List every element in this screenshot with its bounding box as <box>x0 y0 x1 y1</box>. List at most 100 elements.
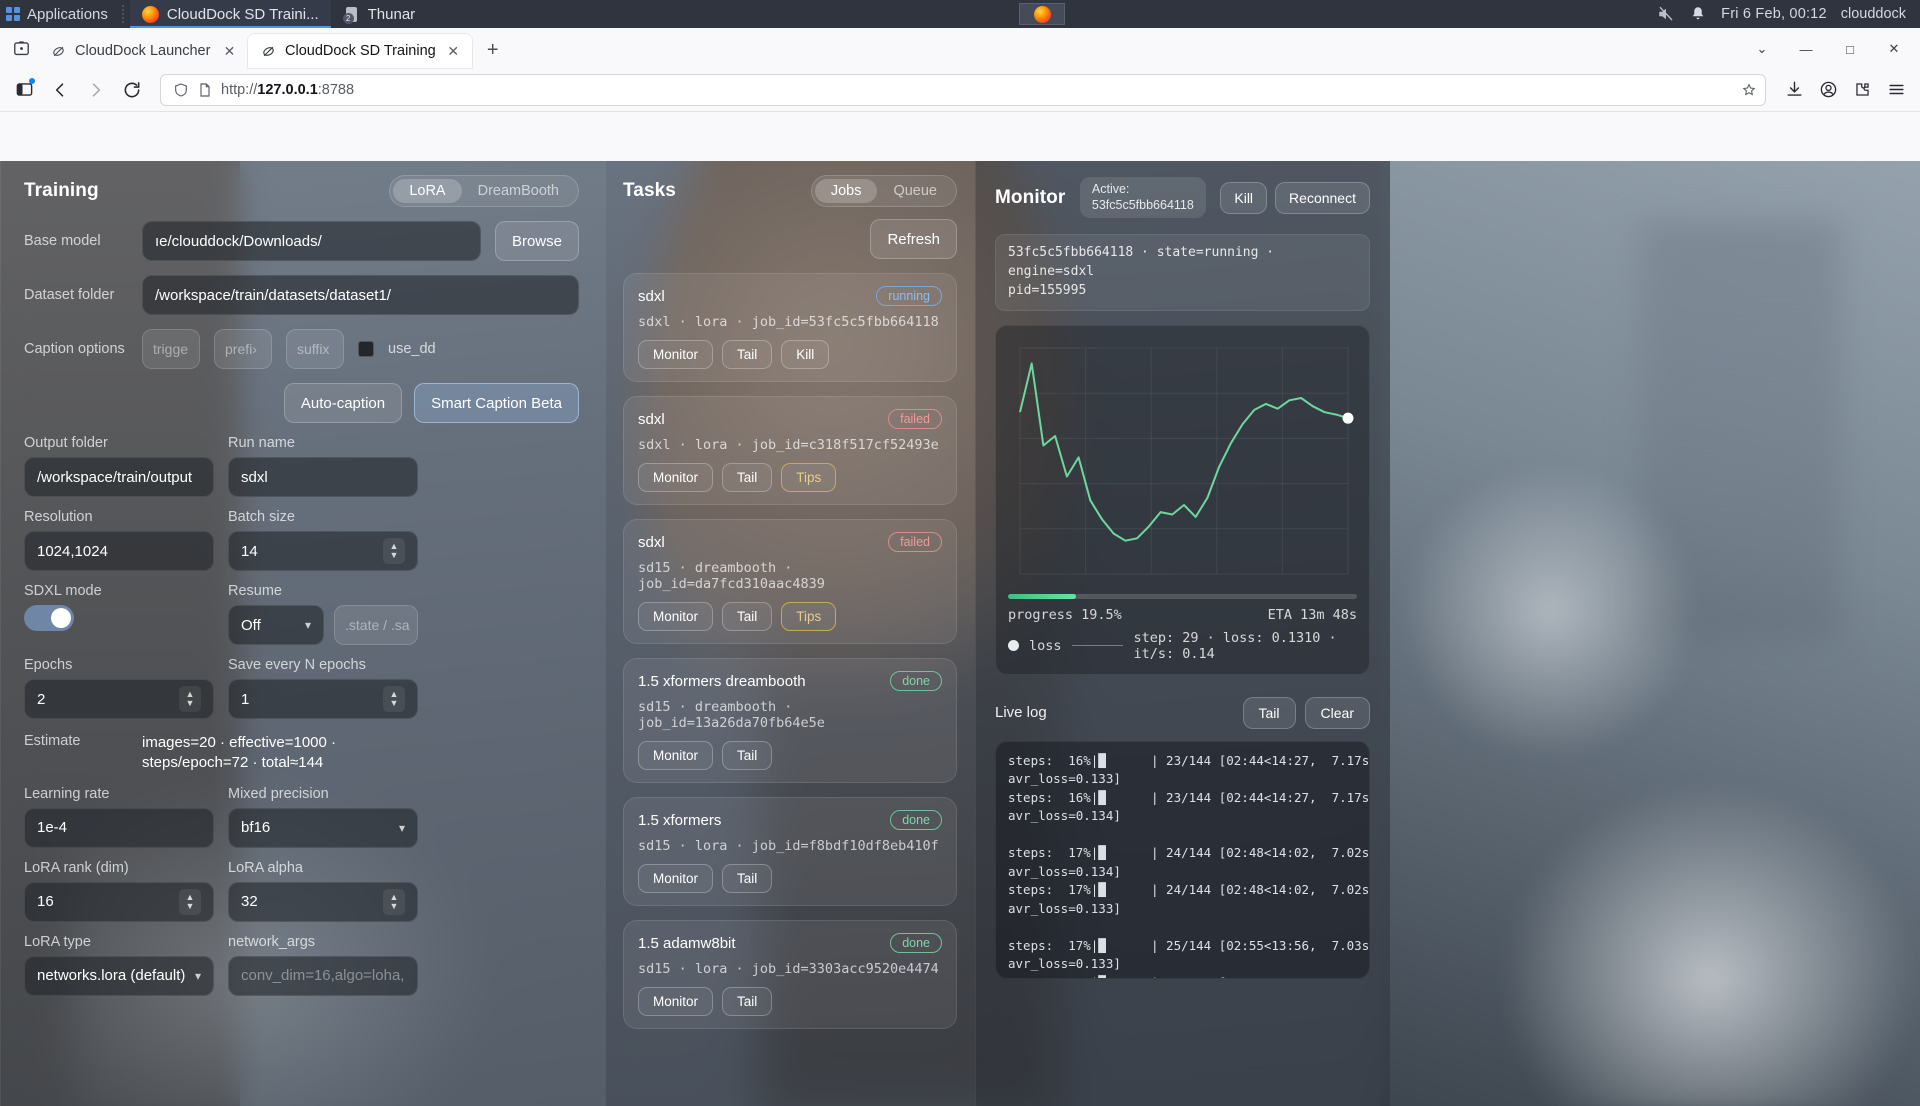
task-monitor-button[interactable]: Monitor <box>638 741 714 770</box>
kill-job-button[interactable]: Kill <box>1220 181 1268 214</box>
lr-precision-grid: Learning rate 1e-4 Mixed precision bf16 … <box>24 786 579 848</box>
batch-size-stepper[interactable]: ▲ ▼ <box>383 538 405 564</box>
browse-button[interactable]: Browse <box>494 221 579 261</box>
tab-close-icon[interactable]: ✕ <box>223 42 236 59</box>
taskbar-item-thunar[interactable]: 2 Thunar <box>331 0 428 28</box>
maximize-button[interactable]: □ <box>1846 41 1854 57</box>
volume-muted-icon[interactable] <box>1657 5 1675 23</box>
downloads-button[interactable] <box>1778 74 1810 106</box>
clouddock-favicon <box>263 46 274 56</box>
clouddock-favicon <box>53 46 64 56</box>
username-label[interactable]: clouddock <box>1840 6 1907 22</box>
task-tail-button[interactable]: Tail <box>722 602 773 631</box>
task-card[interactable]: sdxl failed sdxl · lora · job_id=c318f517c… <box>623 396 957 505</box>
lora-rank-stepper[interactable]: ▲ ▼ <box>179 888 201 915</box>
output-folder-input[interactable]: /workspace/train/output <box>24 457 214 497</box>
lora-alpha-input[interactable]: 32 ▲ ▼ <box>228 881 418 922</box>
notification-bell-icon[interactable] <box>1689 5 1707 23</box>
resume-select[interactable]: Off ▾ <box>228 605 324 645</box>
tab-close-icon[interactable]: ✕ <box>447 42 460 59</box>
clock[interactable]: Fri 6 Feb, 00:12 <box>1721 6 1827 22</box>
task-tips-button[interactable]: Tips <box>781 602 837 631</box>
base-model-input[interactable]: ıe/clouddock/Downloads/ <box>142 221 481 261</box>
tab-jobs[interactable]: Jobs <box>814 179 878 203</box>
sdxl-mode-toggle[interactable] <box>24 605 74 631</box>
applications-menu-button[interactable]: Applications <box>0 6 116 23</box>
learning-rate-input[interactable]: 1e-4 <box>24 807 214 848</box>
task-card[interactable]: sdxl running sdxl · lora · job_id=53fc5c5f… <box>623 273 957 382</box>
run-name-label: Run name <box>228 435 295 451</box>
account-button[interactable] <box>1812 74 1844 106</box>
tasks-view-tabs[interactable]: Jobs Queue <box>810 175 957 207</box>
lora-type-select[interactable]: networks.lora (default) ▾ <box>24 955 214 996</box>
address-bar[interactable]: http://127.0.0.1:8788 <box>160 73 1766 106</box>
smart-caption-beta-button[interactable]: Smart Caption Beta <box>414 383 579 423</box>
loss-chart[interactable] <box>1008 336 1357 584</box>
auto-caption-button[interactable]: Auto-caption <box>283 383 403 423</box>
app-menu-button[interactable] <box>1880 74 1912 106</box>
task-tail-button[interactable]: Tail <box>722 340 773 369</box>
batch-size-input[interactable]: 14 ▲ ▼ <box>228 531 418 571</box>
taskbar-item-firefox[interactable]: CloudDock SD Traini... <box>129 0 331 28</box>
close-window-button[interactable]: ✕ <box>1888 41 1900 56</box>
task-kill-button[interactable]: Kill <box>781 340 830 369</box>
task-monitor-button[interactable]: Monitor <box>638 340 714 369</box>
use-dd-checkbox[interactable] <box>358 341 374 357</box>
new-tab-button[interactable]: + <box>486 38 499 61</box>
reload-button[interactable] <box>116 74 148 106</box>
dataset-folder-input[interactable]: /workspace/train/datasets/dataset1/ <box>142 275 579 315</box>
lora-alpha-stepper[interactable]: ▲ ▼ <box>383 888 405 915</box>
task-tail-button[interactable]: Tail <box>722 741 773 770</box>
task-card[interactable]: 1.5 adamw8bit done sd15 · lora · job_id=33… <box>623 920 957 1029</box>
list-all-tabs-button[interactable]: ⌄ <box>1756 41 1768 56</box>
firefox-view-button[interactable] <box>4 31 38 65</box>
lora-rank-input[interactable]: 16 ▲ ▼ <box>24 881 214 922</box>
loss-stats-text: step: 29 · loss: 0.1310 · it/s: 0.14 <box>1133 629 1337 662</box>
task-card[interactable]: 1.5 xformers done sd15 · lora · job_id=f8b… <box>623 797 957 906</box>
epochs-stepper[interactable]: ▲ ▼ <box>179 686 201 712</box>
save-every-n-epochs-input[interactable]: 1 ▲ ▼ <box>228 679 418 719</box>
resolution-input[interactable]: 1024,1024 <box>24 531 214 571</box>
caption-suffix-input[interactable]: suffix <box>286 329 344 369</box>
task-monitor-button[interactable]: Monitor <box>638 463 714 492</box>
task-monitor-button[interactable]: Monitor <box>638 987 714 1016</box>
log-tail-button[interactable]: Tail <box>1242 696 1296 729</box>
task-monitor-button[interactable]: Monitor <box>638 602 714 631</box>
tab-lora[interactable]: LoRA <box>393 179 462 203</box>
resume-state-file-input[interactable]: .state / .sa <box>334 605 418 645</box>
epochs-input[interactable]: 2 ▲ ▼ <box>24 679 214 719</box>
task-meta: sd15 · lora · job_id=3303acc9520e4474 <box>638 961 939 977</box>
tab-dreambooth[interactable]: DreamBooth <box>477 183 559 199</box>
back-button[interactable] <box>44 74 76 106</box>
caption-prefix-input[interactable]: prefi› <box>214 329 272 369</box>
tab-queue[interactable]: Queue <box>893 183 937 199</box>
save-every-stepper[interactable]: ▲ ▼ <box>383 686 405 712</box>
sidebar-toggle-button[interactable] <box>8 74 40 106</box>
trigger-word-input[interactable]: trigge <box>142 329 200 369</box>
task-tail-button[interactable]: Tail <box>722 864 773 893</box>
window-preview-thumbnail[interactable] <box>1019 3 1066 25</box>
task-monitor-button[interactable]: Monitor <box>638 864 714 893</box>
tab-clouddock-launcher[interactable]: CloudDock Launcher ✕ <box>38 34 248 68</box>
run-name-input[interactable]: sdxl <box>228 457 418 497</box>
refresh-tasks-button[interactable]: Refresh <box>870 219 957 259</box>
bookmark-star-icon[interactable] <box>1741 82 1757 98</box>
task-tail-button[interactable]: Tail <box>722 987 773 1016</box>
log-clear-button[interactable]: Clear <box>1304 696 1370 729</box>
window-controls: ⌄ — □ ✕ <box>1742 34 1914 68</box>
task-tips-button[interactable]: Tips <box>781 463 837 492</box>
task-tail-button[interactable]: Tail <box>722 463 773 492</box>
page-info-icon[interactable] <box>197 82 213 98</box>
network-args-input[interactable]: conv_dim=16,algo=loha, <box>228 955 418 996</box>
forward-button[interactable] <box>80 74 112 106</box>
minimize-button[interactable]: — <box>1799 41 1813 57</box>
tab-clouddock-sd-training[interactable]: CloudDock SD Training ✕ <box>248 34 472 68</box>
live-log-output[interactable]: steps: 16%|█ | 23/144 [02:44<14:27, 7.17… <box>995 740 1370 979</box>
extensions-button[interactable] <box>1846 74 1878 106</box>
task-card[interactable]: sdxl failed sd15 · dreambooth · job_id=da7… <box>623 519 957 644</box>
estimate-value: images=20 · effective=1000 · steps/epoch… <box>142 734 337 772</box>
training-mode-tabs[interactable]: LoRA DreamBooth <box>389 175 579 207</box>
mixed-precision-select[interactable]: bf16 ▾ <box>228 807 418 848</box>
reconnect-button[interactable]: Reconnect <box>1275 181 1370 214</box>
task-card[interactable]: 1.5 xformers dreambooth done sd15 · dreamb… <box>623 658 957 783</box>
